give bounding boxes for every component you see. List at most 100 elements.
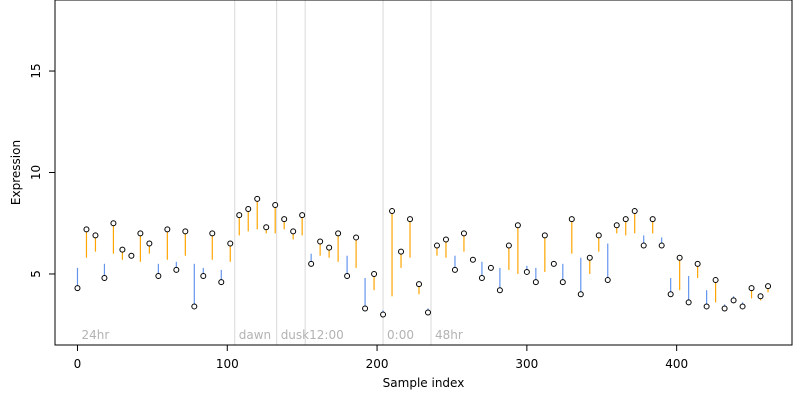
data-point xyxy=(559,279,566,286)
data-point xyxy=(290,228,297,235)
data-point xyxy=(254,195,261,202)
data-point xyxy=(191,303,198,310)
phase-label: dawn xyxy=(239,328,271,342)
data-point xyxy=(765,283,772,290)
data-point xyxy=(487,264,494,271)
data-point xyxy=(317,238,324,245)
data-point xyxy=(272,201,279,208)
phase-label-layer: 24hr dawn dusk 12:00 0:00 48hr xyxy=(81,328,462,342)
data-point xyxy=(371,270,378,277)
data-point xyxy=(182,228,189,235)
plot-frame xyxy=(54,0,793,346)
data-point xyxy=(541,232,548,239)
data-point xyxy=(586,254,593,261)
data-point xyxy=(245,206,252,213)
x-axis-tick-label: 100 xyxy=(216,357,239,371)
data-point xyxy=(712,277,719,284)
data-point xyxy=(442,236,449,243)
data-point xyxy=(119,246,126,253)
data-point xyxy=(380,311,387,318)
data-point xyxy=(685,299,692,306)
data-point xyxy=(514,222,521,229)
y-axis-tick-label: 10 xyxy=(29,165,43,180)
data-point xyxy=(721,305,728,312)
y-axis-title: Expression xyxy=(9,140,23,205)
data-point xyxy=(344,273,351,279)
data-point xyxy=(595,232,602,239)
data-point xyxy=(748,285,755,292)
data-point xyxy=(326,244,333,251)
data-point xyxy=(218,279,225,286)
data-point xyxy=(739,303,746,310)
data-point xyxy=(164,226,171,233)
point-layer xyxy=(74,195,772,318)
data-point xyxy=(451,266,458,273)
data-point xyxy=(137,230,144,237)
data-point xyxy=(424,309,431,316)
data-point xyxy=(568,216,575,223)
data-point xyxy=(532,279,539,286)
data-point xyxy=(757,293,764,300)
data-point xyxy=(227,240,234,247)
x-axis-title: Sample index xyxy=(383,376,465,390)
data-point xyxy=(209,230,216,237)
data-point xyxy=(128,252,135,259)
data-point xyxy=(83,226,90,233)
data-point xyxy=(523,268,530,275)
data-point xyxy=(299,212,306,219)
data-point xyxy=(631,208,638,215)
x-axis-tick-label: 300 xyxy=(515,357,538,371)
data-point xyxy=(101,275,108,282)
data-point xyxy=(640,242,647,249)
data-point xyxy=(92,232,99,239)
x-axis-tick-label: 200 xyxy=(366,357,389,371)
data-point xyxy=(389,208,396,215)
y-axis-tick-label: 15 xyxy=(29,63,43,78)
phase-lines-layer xyxy=(234,0,432,345)
data-point xyxy=(604,277,611,284)
phase-label: 24hr xyxy=(81,328,109,342)
phase-label: 48hr xyxy=(435,328,463,342)
data-point xyxy=(236,212,243,219)
x-axis: 0 100 200 300 400 xyxy=(74,345,688,371)
data-point xyxy=(613,222,620,229)
data-point xyxy=(649,216,656,223)
phase-label: 12:00 xyxy=(309,328,344,342)
data-point xyxy=(550,260,557,267)
axes-layer: 0 100 200 300 400 5 10 15 Sample index Express… xyxy=(9,0,793,390)
data-point xyxy=(74,285,81,292)
data-point xyxy=(353,234,360,241)
data-point xyxy=(416,281,423,288)
data-point xyxy=(667,291,674,298)
data-point xyxy=(200,273,207,279)
data-point xyxy=(173,266,180,273)
data-point xyxy=(694,260,701,267)
data-point xyxy=(460,230,467,237)
data-point xyxy=(335,230,342,237)
x-axis-tick-label: 0 xyxy=(74,357,82,371)
data-point xyxy=(703,303,710,310)
data-point xyxy=(658,242,665,249)
data-point xyxy=(398,248,405,255)
data-point xyxy=(146,240,153,247)
data-point xyxy=(407,216,414,223)
data-point xyxy=(505,242,512,249)
stem-layer xyxy=(76,198,769,315)
data-point xyxy=(622,216,629,223)
data-point xyxy=(478,275,485,282)
data-point xyxy=(263,224,270,231)
y-axis-tick-label: 5 xyxy=(29,270,43,278)
y-axis: 5 10 15 xyxy=(29,63,55,278)
data-point xyxy=(281,216,288,223)
data-point xyxy=(308,260,315,267)
data-point xyxy=(110,220,117,227)
phase-label: 0:00 xyxy=(387,328,414,342)
data-point xyxy=(676,254,683,261)
phase-label: dusk xyxy=(281,328,309,342)
data-point xyxy=(362,305,369,312)
data-point xyxy=(469,256,476,263)
data-point xyxy=(433,242,440,249)
data-point xyxy=(730,297,737,304)
x-axis-tick-label: 400 xyxy=(665,357,688,371)
